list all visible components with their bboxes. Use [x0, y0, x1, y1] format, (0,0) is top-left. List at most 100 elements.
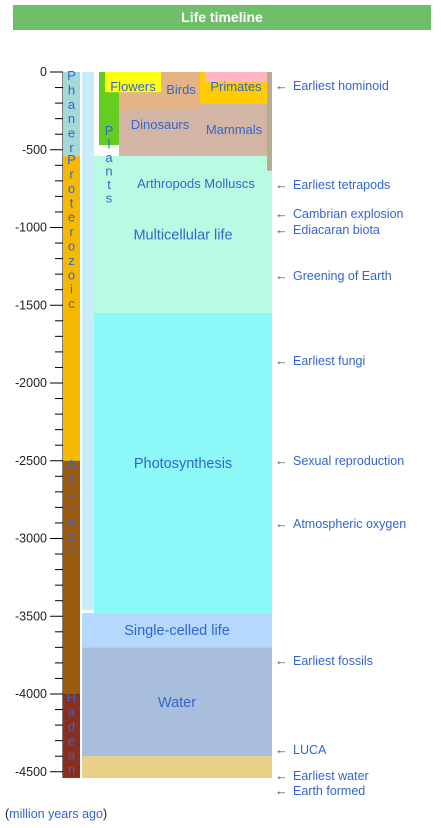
event-arrow: ←	[275, 269, 288, 283]
eon-hadean	[63, 694, 80, 778]
eon-letter: H	[67, 690, 76, 705]
eon-letter: n	[68, 543, 75, 558]
chart-title: Life timeline	[13, 5, 431, 30]
group-label: Birds	[166, 82, 196, 97]
group-label: Mammals	[206, 122, 263, 137]
eon-letter: a	[68, 704, 76, 719]
event-cambrian-explosion: Cambrian explosion	[293, 207, 404, 221]
eon-letter: c	[68, 296, 75, 311]
background-strip	[82, 72, 94, 611]
eon-letter: r	[69, 224, 74, 239]
footer-close: )	[102, 807, 108, 821]
event-greening-of-earth: Greening of Earth	[293, 269, 392, 283]
event-arrow: ←	[275, 743, 288, 757]
group-letter: P	[105, 123, 114, 138]
eon-letter: o	[68, 181, 75, 196]
event-sexual-reproduction: Sexual reproduction	[293, 454, 404, 468]
event-earliest-fossils: Earliest fossils	[293, 654, 373, 668]
eon-letter: P	[67, 68, 76, 83]
eon-letter: i	[70, 282, 73, 297]
event-earliest-fungi: Earliest fungi	[293, 354, 365, 368]
tick-label: -4500	[15, 765, 47, 779]
tick-label: -1500	[15, 298, 47, 312]
group-label: Arthropods Molluscs	[137, 176, 255, 191]
eon-letter: e	[68, 733, 75, 748]
group-letter: s	[106, 191, 113, 206]
eon-letter: P	[67, 152, 76, 167]
eon-letter: n	[68, 111, 75, 126]
eon-letter: d	[68, 719, 75, 734]
event-ediacaran-biota: Ediacaran biota	[293, 223, 380, 237]
tick-label: -500	[22, 143, 47, 157]
group-flowers	[105, 72, 161, 93]
eon-letter: r	[69, 167, 74, 182]
group-primates	[205, 72, 267, 83]
group-label: Flowers	[110, 79, 156, 94]
event-arrow: ←	[275, 354, 288, 368]
stage-single-celled-life	[82, 613, 272, 648]
eon-letter: e	[68, 126, 75, 141]
event-arrow: ←	[275, 784, 288, 798]
eon-letter: r	[69, 471, 74, 486]
group-label: Dinosaurs	[131, 117, 190, 132]
event-arrow: ←	[275, 207, 288, 221]
group-letter: n	[105, 164, 112, 179]
stage-label: Water	[158, 695, 196, 711]
event-arrow: ←	[275, 454, 288, 468]
event-arrow: ←	[275, 517, 288, 531]
million-years-ago-link[interactable]: million years ago	[9, 807, 103, 821]
tick-label: -1000	[15, 221, 47, 235]
eon-letter: e	[68, 514, 75, 529]
earth-band	[82, 756, 272, 778]
eon-letter: c	[68, 486, 75, 501]
stage-multicellular-life	[94, 155, 272, 314]
eon-letter: a	[68, 97, 76, 112]
event-arrow: ←	[275, 178, 288, 192]
stage-water	[82, 647, 272, 757]
group-letter: l	[108, 137, 111, 152]
eon-letter: o	[68, 267, 75, 282]
tick-label: -3000	[15, 532, 47, 546]
group-label: Primates	[210, 79, 262, 94]
eon-letter: a	[68, 529, 76, 544]
eon-letter: a	[68, 748, 76, 763]
group-birds	[161, 72, 200, 96]
eon-letter: r	[69, 140, 74, 155]
tick-label: -3500	[15, 609, 47, 623]
eon-proterozoic	[63, 156, 80, 461]
event-arrow: ←	[275, 223, 288, 237]
eon-letter: o	[68, 239, 75, 254]
stage-label: Photosynthesis	[134, 456, 232, 472]
group-arthropods-molluscs	[119, 103, 267, 156]
eon-archean	[63, 460, 80, 694]
footer-open: (	[5, 807, 10, 821]
event-earth-formed: Earth formed	[293, 784, 365, 798]
eon-letter: A	[67, 457, 76, 472]
tick-label: -2500	[15, 454, 47, 468]
event-luca: LUCA	[293, 743, 327, 757]
eon-letter: h	[68, 82, 75, 97]
stage-label: Single-celled life	[124, 623, 230, 639]
event-earliest-tetrapods: Earliest tetrapods	[293, 178, 390, 192]
ediacaran-strip	[267, 72, 272, 171]
eon-letter: t	[70, 195, 74, 210]
event-atmospheric-oxygen: Atmospheric oxygen	[293, 517, 406, 531]
tick-label: 0	[40, 65, 47, 79]
footer-units: (million years ago)	[5, 807, 107, 821]
event-earliest-hominoid: Earliest hominoid	[293, 79, 389, 93]
tick-label: -2000	[15, 376, 47, 390]
eon-letter: e	[68, 210, 75, 225]
group-letter: t	[107, 177, 111, 192]
event-earliest-water: Earliest water	[293, 769, 369, 783]
event-arrow: ←	[275, 654, 288, 668]
eon-phanerozoic	[63, 72, 80, 157]
group-letter: a	[105, 150, 113, 165]
tick-label: -4000	[15, 687, 47, 701]
event-arrow: ←	[275, 79, 288, 93]
eon-letter: n	[68, 762, 75, 777]
event-arrow: ←	[275, 769, 288, 783]
stage-photosynthesis	[94, 313, 272, 614]
eon-letter: z	[68, 253, 75, 268]
stage-label: Multicellular life	[133, 227, 232, 243]
